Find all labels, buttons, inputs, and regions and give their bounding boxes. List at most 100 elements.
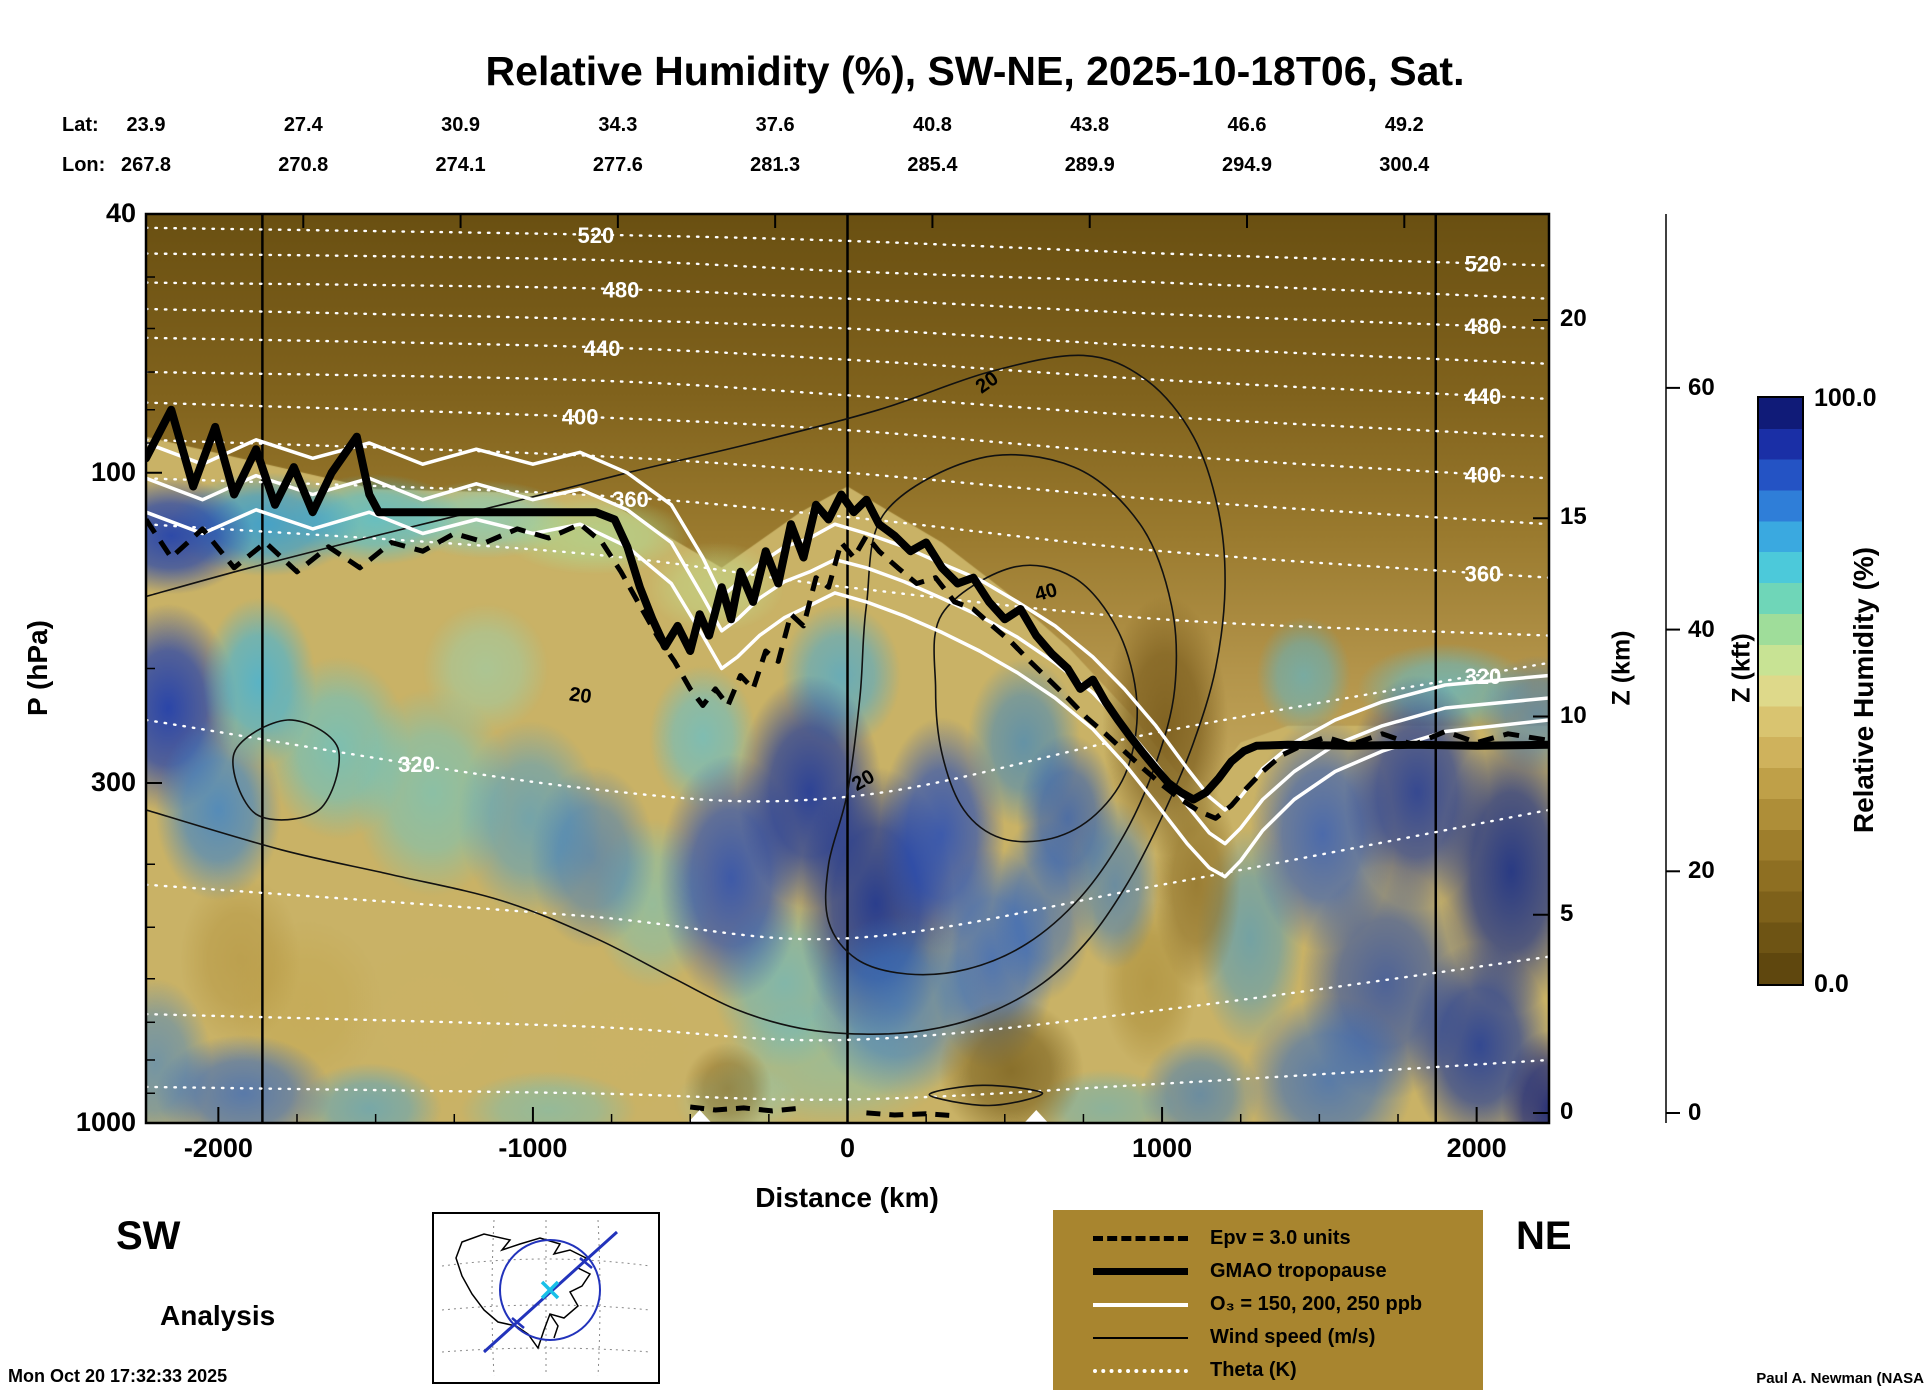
epv-contour-segment <box>866 1110 958 1119</box>
lat-value: 46.6 <box>1227 114 1267 136</box>
lon-value: 267.8 <box>120 154 172 176</box>
surface-marker <box>687 1110 712 1123</box>
legend-item-wind: Wind speed (m/s) <box>1093 1321 1483 1354</box>
z-kft-tick-label: 60 <box>1688 373 1715 401</box>
graticule-line <box>441 1258 651 1267</box>
wind-speed-contour <box>824 453 1178 976</box>
pressure-axis-label: P (hPa) <box>22 620 53 716</box>
timestamp: Mon Oct 20 17:32:33 2025 <box>8 1366 228 1386</box>
ozone-contour <box>146 438 1549 812</box>
lon-value: 277.6 <box>592 154 643 176</box>
x-tick-label: 1000 <box>1132 1133 1193 1163</box>
y-tick-label: 40 <box>105 198 136 228</box>
lat-value: 30.9 <box>441 114 481 136</box>
legend: Epv = 3.0 units GMAO tropopause O₃ = 150… <box>1053 1210 1483 1390</box>
theta-contour <box>146 661 1549 803</box>
lat-value: 23.9 <box>126 114 166 136</box>
theta-contour-label: 440 <box>584 336 621 361</box>
wind-speed-contour <box>928 1084 1044 1107</box>
theta-contour-label: 360 <box>1465 561 1502 586</box>
lat-value: 40.8 <box>912 114 952 136</box>
plot-layers: 520 480 440 400 360 320 520 480 440 400 360 320 20 40… <box>144 212 1551 1125</box>
colorbar-title: Relative Humidity (%) <box>1848 546 1879 834</box>
track-tick <box>579 1257 593 1269</box>
ozone-contour <box>146 473 1549 846</box>
tropopause-line-sample <box>1093 1268 1188 1275</box>
wind-speed-contour <box>146 354 1226 1035</box>
legend-label: GMAO tropopause <box>1210 1260 1387 1282</box>
credit: Paul A. Newman (NASA <box>1756 1370 1924 1387</box>
wind-speed-label: 20 <box>568 683 593 708</box>
theta-contour-label: 360 <box>612 487 649 512</box>
page-title: Relative Humidity (%), SW-NE, 2025-10-18… <box>485 48 1465 94</box>
graticule-line <box>441 1304 651 1311</box>
lon-value: 270.8 <box>278 154 329 176</box>
theta-contour <box>146 477 1549 579</box>
theta-contour-label: 440 <box>1465 384 1502 409</box>
coastline <box>455 1233 592 1350</box>
z-km-axis-label: Z (km) <box>1607 630 1636 706</box>
theta-contour <box>146 370 1549 438</box>
lat-value: 49.2 <box>1384 114 1424 136</box>
legend-item-epv: Epv = 3.0 units <box>1093 1222 1483 1255</box>
lat-value: 27.4 <box>283 114 323 136</box>
corner-label-sw: SW <box>116 1214 181 1258</box>
wind-line-sample <box>1093 1336 1188 1339</box>
lon-value: 281.3 <box>750 154 801 176</box>
ozone-line-sample <box>1093 1302 1188 1307</box>
lon-value: 294.9 <box>1221 154 1273 176</box>
contour-layers <box>146 214 1549 1123</box>
x-tick-label: 0 <box>839 1133 856 1163</box>
graticule-line <box>491 1219 495 1377</box>
colorbar <box>1757 396 1804 986</box>
y-tick-label: 100 <box>90 456 136 487</box>
z-kft-tick-label: 0 <box>1688 1099 1702 1126</box>
theta-contour <box>146 336 1549 401</box>
colorbar-max-label: 100.0 <box>1814 384 1877 412</box>
epv-contour <box>146 518 1549 821</box>
theta-contour <box>146 955 1549 1042</box>
theta-contour-label: 400 <box>562 405 599 430</box>
epv-line-sample <box>1093 1236 1188 1241</box>
theta-contour-label: 480 <box>1465 314 1502 339</box>
z-km-tick-label: 10 <box>1560 701 1587 729</box>
tropopause-line <box>146 405 1549 804</box>
wind-speed-label: 20 <box>848 766 878 796</box>
lat-value: 43.8 <box>1070 114 1110 136</box>
inset-map <box>432 1212 660 1384</box>
lon-row-label: Lon: <box>62 154 106 176</box>
lat-value: 34.3 <box>598 114 638 136</box>
z-kft-axis-label: Z (kft) <box>1727 633 1756 703</box>
theta-contour <box>146 401 1549 480</box>
theta-contour-label: 400 <box>1465 463 1502 488</box>
legend-label: Theta (K) <box>1210 1359 1297 1381</box>
lon-value: 285.4 <box>907 154 958 176</box>
track-tick <box>511 1317 525 1329</box>
analysis-label: Analysis <box>160 1300 276 1331</box>
z-km-tick-label: 15 <box>1560 503 1587 531</box>
lon-value: 274.1 <box>435 154 486 176</box>
cross-section-circle <box>499 1239 601 1341</box>
theta-contour <box>146 808 1549 941</box>
legend-item-ozone: O₃ = 150, 200, 250 ppb <box>1093 1288 1483 1321</box>
epv-contour-segment <box>689 1104 798 1114</box>
wind-speed-label: 40 <box>1032 579 1059 606</box>
y-tick-label: 1000 <box>75 1107 136 1137</box>
theta-contour-label: 320 <box>398 752 435 777</box>
theta-contour-label: 320 <box>1465 664 1502 689</box>
center-x-marker <box>540 1280 560 1300</box>
graticule-line <box>441 1347 651 1353</box>
z-km-tick-label: 20 <box>1560 305 1587 332</box>
theta-contour-label: 480 <box>603 278 640 303</box>
theta-contour <box>146 523 1549 637</box>
z-km-tick-label: 5 <box>1560 899 1574 927</box>
y-tick-label: 300 <box>90 767 136 797</box>
z-kft-tick-label: 40 <box>1688 615 1715 643</box>
legend-item-tropopause: GMAO tropopause <box>1093 1255 1483 1288</box>
wind-speed-contour <box>232 719 340 821</box>
ozone-contour <box>146 508 1549 879</box>
lon-value: 289.9 <box>1064 154 1115 176</box>
x-tick-label: -1000 <box>498 1133 568 1163</box>
